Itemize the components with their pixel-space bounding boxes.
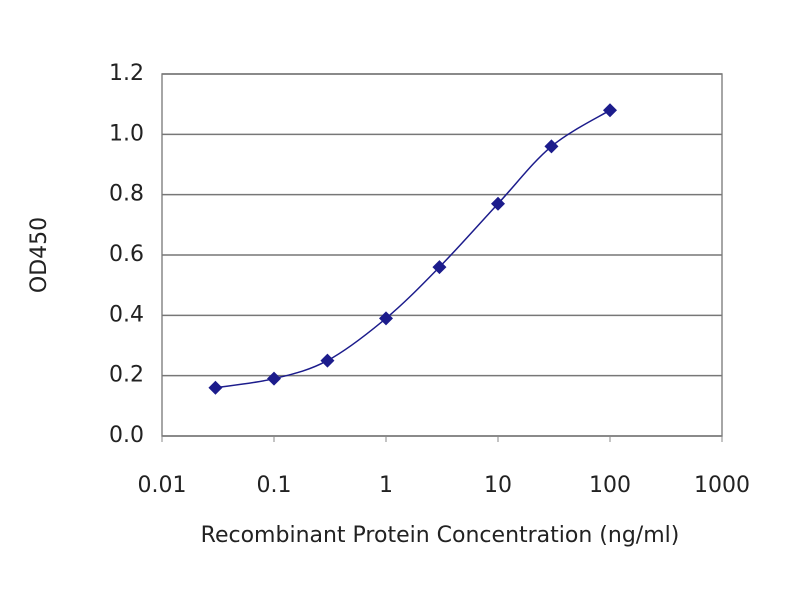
x-axis-label: Recombinant Protein Concentration (ng/ml… bbox=[201, 523, 680, 548]
y-axis-label: OD450 bbox=[27, 217, 52, 293]
x-tick-label: 1000 bbox=[694, 473, 750, 498]
x-tick-label: 1 bbox=[379, 473, 393, 498]
data-line bbox=[215, 109, 611, 389]
x-tick-label: 0.01 bbox=[138, 473, 187, 498]
y-tick-label: 0.8 bbox=[109, 182, 144, 207]
x-tick-label: 100 bbox=[589, 473, 631, 498]
y-tick-label: 0.0 bbox=[109, 423, 144, 448]
data-point bbox=[267, 371, 281, 386]
data-point bbox=[544, 139, 559, 154]
y-tick-label: 1.0 bbox=[109, 121, 144, 146]
data-point bbox=[491, 196, 505, 211]
y-tick-label: 0.4 bbox=[109, 302, 144, 327]
data-point bbox=[432, 260, 447, 275]
data-point bbox=[208, 380, 223, 395]
x-tick-label: 10 bbox=[484, 473, 512, 498]
y-tick-label: 0.6 bbox=[109, 242, 144, 267]
y-tick-label: 1.2 bbox=[109, 61, 144, 86]
data-point bbox=[603, 103, 617, 118]
y-tick-label: 0.2 bbox=[109, 363, 144, 388]
data-point bbox=[379, 311, 393, 326]
data-point bbox=[320, 353, 335, 368]
x-tick-label: 0.1 bbox=[257, 473, 292, 498]
